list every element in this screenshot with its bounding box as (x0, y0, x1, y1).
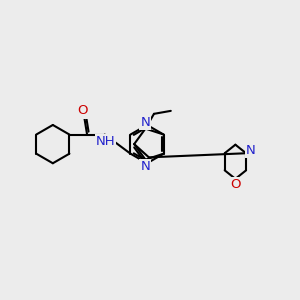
Text: O: O (230, 178, 241, 191)
Text: O: O (77, 104, 88, 118)
Text: N: N (141, 160, 150, 172)
Text: NH: NH (96, 135, 116, 148)
Text: N: N (246, 144, 255, 157)
Text: N: N (141, 116, 150, 129)
